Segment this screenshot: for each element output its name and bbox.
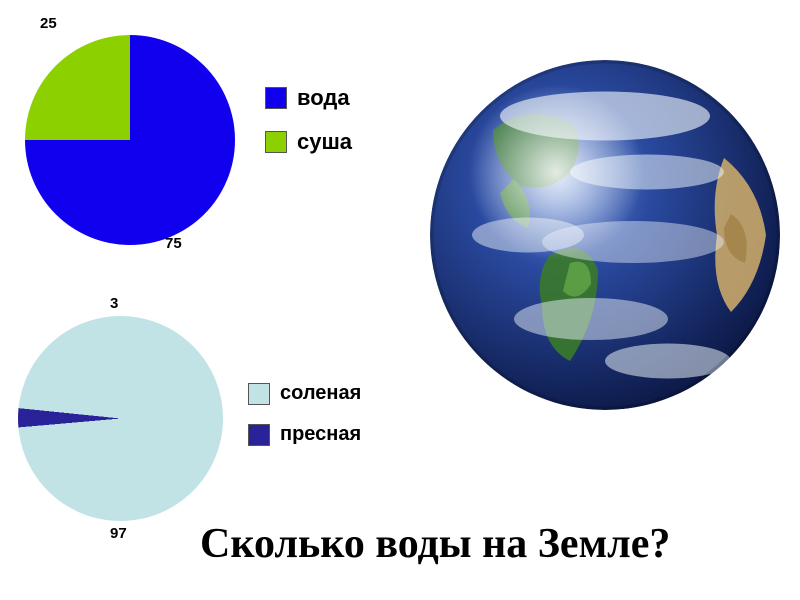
legend-label: суша [297,129,352,155]
pie-1 [25,35,235,245]
globe-icon [430,60,780,410]
chart2-label-3: 3 [110,295,118,312]
pie-2 [18,316,223,521]
chart1-label-25: 25 [40,15,57,32]
legend-item-fresh: пресная [248,423,361,446]
legend-label: соленая [280,382,361,405]
chart2-label-97: 97 [110,525,127,542]
chart1-label-75: 75 [165,235,182,252]
legend-item-land: суша [265,129,352,155]
chart2-legend: соленая пресная [248,382,361,446]
swatch-icon [265,87,287,109]
legend-item-salt: соленая [248,382,361,405]
page-title: Сколько воды на Земле? [200,520,670,568]
legend-item-water: вода [265,85,352,111]
pie-chart-salt-fresh [18,316,223,521]
chart1-legend: вода суша [265,85,352,155]
swatch-icon [248,383,270,405]
pie-chart-water-land [25,35,235,245]
earth-globe-image [430,60,780,410]
legend-label: пресная [280,423,361,446]
swatch-icon [248,424,270,446]
swatch-icon [265,131,287,153]
legend-label: вода [297,85,350,111]
